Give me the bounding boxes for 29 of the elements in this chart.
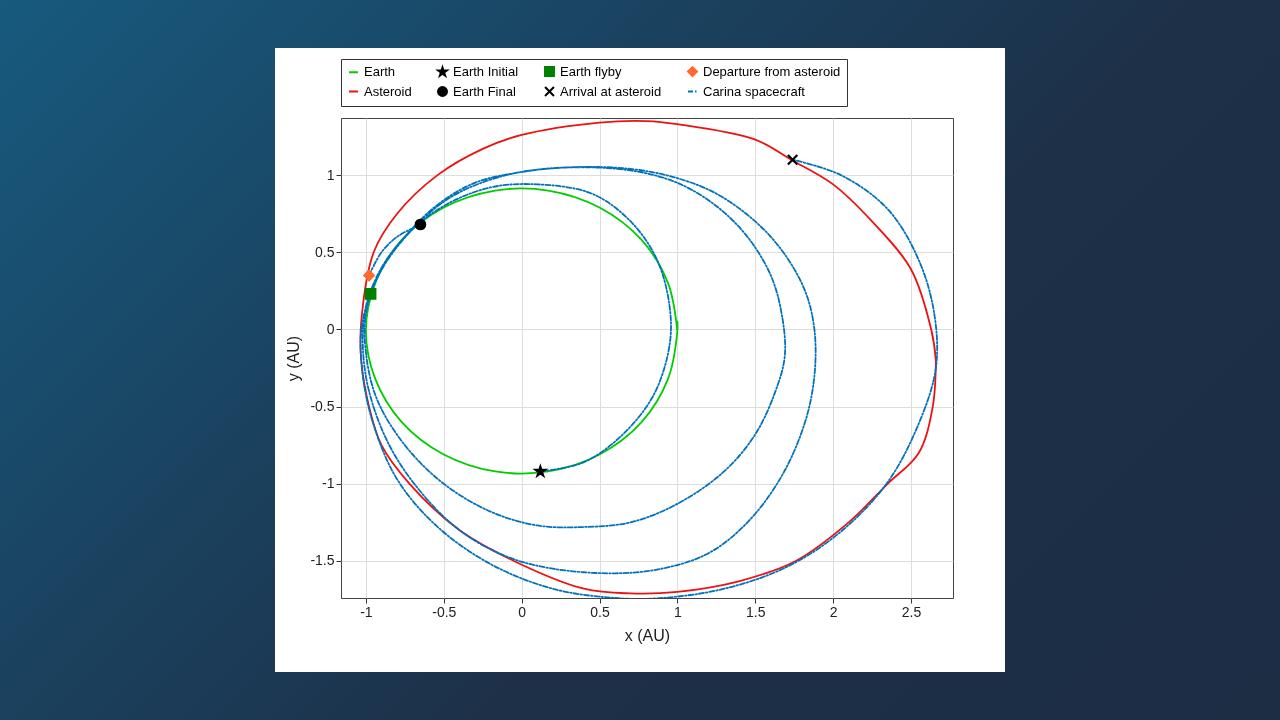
x-tick-label: 2 bbox=[829, 603, 838, 620]
x-tick-label: 2.5 bbox=[901, 603, 922, 620]
legend-label: Arrival at asteroid bbox=[560, 83, 662, 99]
x-axis-title: x (AU) bbox=[624, 626, 671, 644]
x-tick-label: -0.5 bbox=[432, 603, 457, 620]
legend-label: Carina spacecraft bbox=[703, 83, 806, 99]
y-tick-label: -1.5 bbox=[310, 552, 335, 569]
x-tick-label: 0.5 bbox=[590, 603, 610, 620]
point bbox=[363, 269, 375, 282]
point bbox=[786, 153, 799, 166]
y-axis-title: y (AU) bbox=[285, 335, 303, 382]
x-tick-label: -1 bbox=[360, 603, 373, 620]
y-tick-label: 1 bbox=[326, 166, 335, 183]
legend-label: Asteroid bbox=[364, 83, 412, 99]
x-tick-label: 1 bbox=[673, 603, 682, 620]
legend-label: Departure from asteroid bbox=[703, 63, 841, 79]
x-tick-label: 1.5 bbox=[745, 603, 766, 620]
x-tick-label: 0 bbox=[518, 603, 527, 620]
point bbox=[532, 463, 548, 479]
y-tick-label: 0 bbox=[326, 320, 335, 337]
legend-label: Earth flyby bbox=[560, 63, 622, 79]
legend-label: Earth Final bbox=[453, 83, 516, 99]
point bbox=[414, 218, 427, 231]
y-tick-label: -1 bbox=[322, 475, 335, 492]
y-tick-label: 0.5 bbox=[315, 243, 335, 260]
legend-label: Earth bbox=[364, 64, 396, 80]
point bbox=[364, 288, 377, 300]
legend-label: Earth Initial bbox=[453, 63, 519, 79]
y-tick-label: -0.5 bbox=[310, 398, 335, 415]
